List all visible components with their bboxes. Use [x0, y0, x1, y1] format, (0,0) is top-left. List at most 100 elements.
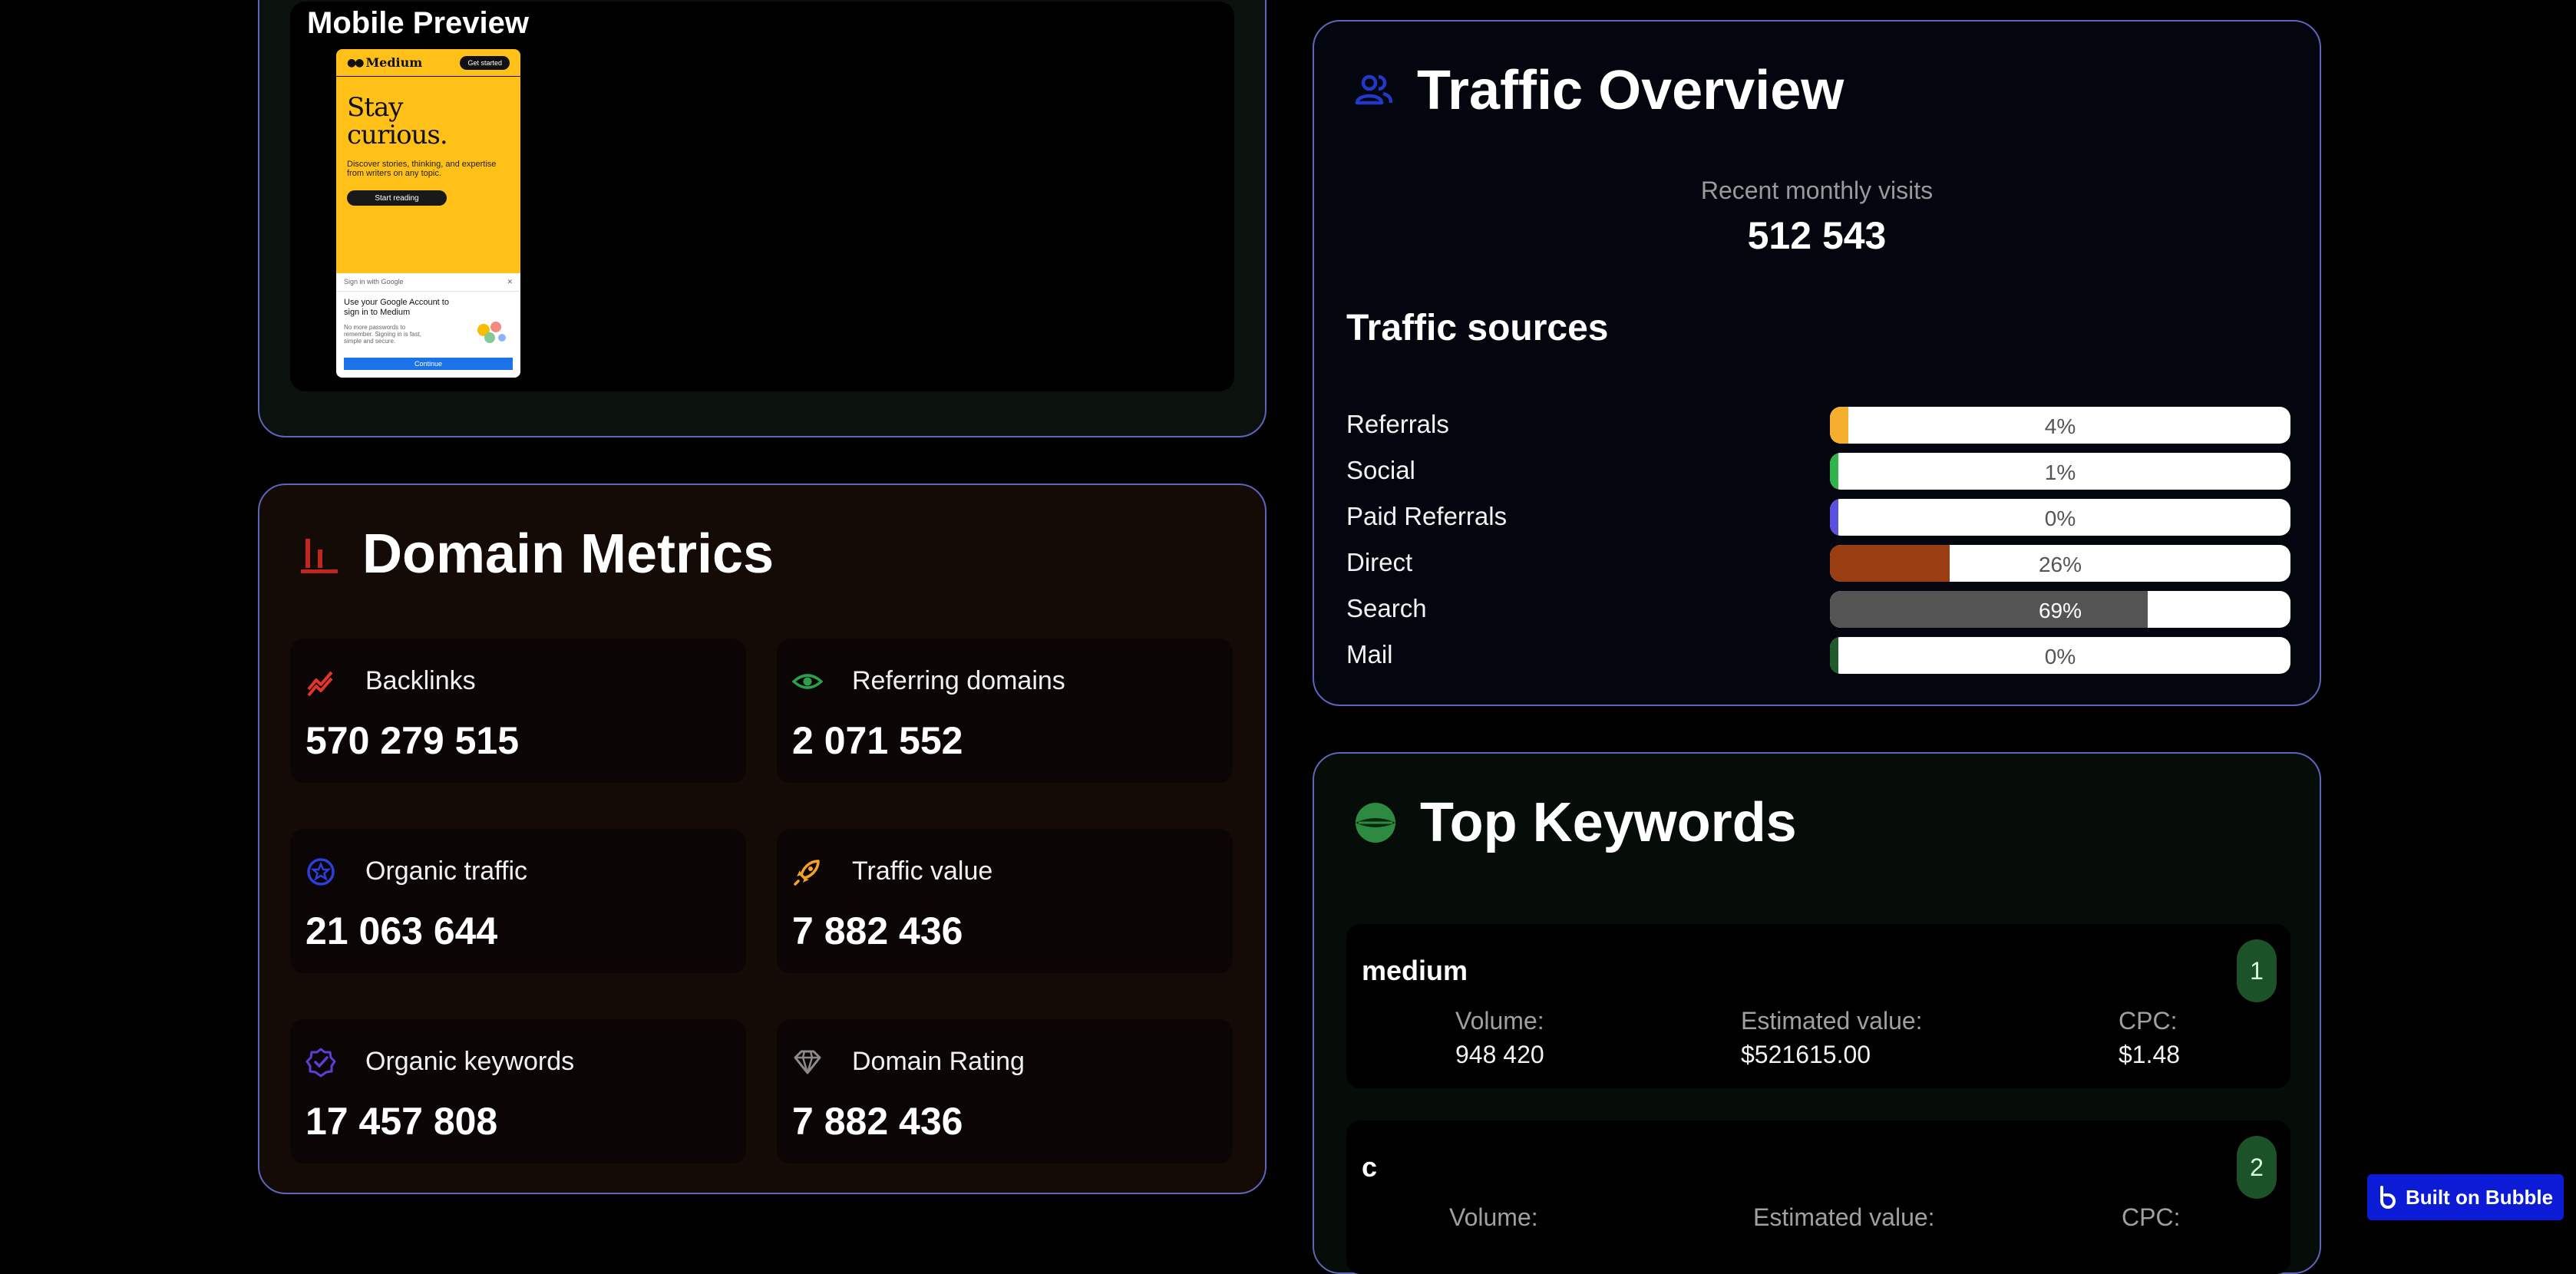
keyword-estimated-value-value: $521615.00	[1741, 1041, 1871, 1068]
keyword-cpc-label: CPC:	[2122, 1203, 2181, 1231]
medium-logo-text: Medium	[365, 55, 423, 70]
source-name: Search	[1346, 594, 1427, 622]
metric-label: Traffic value	[852, 856, 993, 886]
medium-logo: ●● Medium	[347, 55, 422, 70]
keyword-card: c 2 Volume: Estimated value: CPC:	[1346, 1121, 2290, 1274]
traffic-overview-header: Traffic Overview	[1352, 52, 1844, 129]
keyword-rank-badge: 2	[2237, 1136, 2277, 1199]
source-progress-fill	[1830, 453, 1838, 490]
metric-traffic-value: Traffic value 7 882 436	[777, 829, 1233, 973]
keyword-name: medium	[1362, 955, 1468, 986]
source-name: Referrals	[1346, 410, 1449, 438]
metric-label: Referring domains	[852, 666, 1065, 695]
get-started-button: Get started	[460, 55, 510, 70]
start-reading-button: Start reading	[347, 190, 447, 206]
users-icon	[1355, 74, 1393, 105]
keyword-volume: Volume: 948 420	[1455, 1004, 1544, 1071]
close-icon: ✕	[507, 278, 513, 285]
phone-header: ●● Medium Get started	[336, 49, 520, 77]
phone-headline: Stay curious.	[336, 77, 520, 149]
source-progress-bar: 0%	[1830, 499, 2290, 536]
source-progress-fill	[1830, 499, 1838, 536]
metric-organic-traffic: Organic traffic 21 063 644	[290, 829, 746, 973]
keyword-volume-label: Volume:	[1455, 1007, 1544, 1035]
source-progress-fill	[1830, 545, 1950, 582]
traffic-overview-title: Traffic Overview	[1417, 60, 1844, 121]
source-progress-bar: 69%	[1830, 591, 2290, 628]
metric-organic-keywords: Organic keywords 17 457 808	[290, 1019, 746, 1163]
keyword-cpc: CPC: $1.48	[2119, 1004, 2180, 1071]
source-row-direct: Direct 26%	[1346, 545, 2290, 585]
keyword-estimated-value: Estimated value: $521615.00	[1741, 1004, 1923, 1071]
verified-badge-icon	[305, 1048, 336, 1078]
google-signin-header: Sign in with Google ✕	[336, 273, 520, 292]
metric-referring-domains: Referring domains 2 071 552	[777, 639, 1233, 783]
monthly-visits-label: Recent monthly visits	[1700, 177, 1934, 204]
keyword-volume-value: 948 420	[1455, 1041, 1544, 1068]
metric-value: 2 071 552	[792, 719, 963, 762]
mobile-preview-screenshot: ●● Medium Get started Stay curious. Disco…	[336, 49, 520, 378]
keyword-name: c	[1362, 1151, 1378, 1183]
built-on-bubble-label: Built on Bubble	[2405, 1185, 2554, 1209]
keyword-card: medium 1 Volume: 948 420 Estimated value…	[1346, 924, 2290, 1088]
source-progress-fill	[1830, 591, 2148, 628]
metric-value: 570 279 515	[305, 719, 520, 762]
keyword-estimated-value-label: Estimated value:	[1741, 1007, 1923, 1035]
source-progress-bar: 26%	[1830, 545, 2290, 582]
source-name: Mail	[1346, 640, 1393, 668]
source-percent: 26%	[2038, 553, 2082, 576]
keyword-volume-label: Volume:	[1449, 1203, 1538, 1231]
source-percent: 4%	[2044, 414, 2076, 438]
keyword-cpc-value: $1.48	[2119, 1041, 2181, 1068]
metric-label: Organic traffic	[365, 856, 528, 886]
mobile-preview-card: ●● Medium Get started Stay curious. Disco…	[258, 0, 1267, 437]
google-signin-title: Use your Google Account to sign in to Me…	[344, 298, 449, 317]
source-name: Social	[1346, 456, 1415, 484]
metric-label: Backlinks	[365, 666, 476, 695]
built-on-bubble-badge[interactable]: Built on Bubble	[2367, 1174, 2564, 1220]
source-row-paid-referrals: Paid Referrals 0%	[1346, 499, 2290, 539]
source-row-referrals: Referrals 4%	[1346, 407, 2290, 447]
metric-value: 7 882 436	[792, 909, 963, 952]
top-keywords-header: Top Keywords	[1352, 784, 1797, 861]
phone-headline-line-1: Stay	[347, 92, 403, 123]
metric-label: Organic keywords	[365, 1047, 575, 1076]
source-progress-fill	[1830, 637, 1838, 674]
top-keywords-title: Top Keywords	[1420, 792, 1797, 853]
source-percent: 1%	[2044, 460, 2076, 484]
domain-metrics-card: Domain Metrics Backlinks 570 279 515 Ref…	[258, 484, 1267, 1194]
source-progress-fill	[1830, 407, 1848, 444]
source-percent: 69%	[2038, 599, 2082, 622]
google-signin-header-text: Sign in with Google	[344, 278, 404, 285]
source-name: Direct	[1346, 548, 1413, 576]
source-row-mail: Mail 0%	[1346, 637, 2290, 677]
traffic-overview-card: Traffic Overview Recent monthly visits 5…	[1313, 20, 2321, 706]
top-keywords-card: Top Keywords medium 1 Volume: 948 420 Es…	[1313, 752, 2321, 1274]
metric-value: 17 457 808	[305, 1100, 498, 1143]
keyword-cpc-label: CPC:	[2119, 1007, 2178, 1035]
diamond-icon	[794, 1050, 821, 1074]
trend-up-icon	[307, 671, 333, 697]
source-percent: 0%	[2044, 645, 2076, 668]
google-signin-text: No more passwords to remember. Signing i…	[344, 324, 421, 345]
domain-metrics-header: Domain Metrics	[298, 516, 774, 592]
mobile-preview-title: Mobile Preview	[307, 6, 529, 40]
traffic-sources-title: Traffic sources	[1346, 308, 1609, 348]
keyword-rank-badge: 1	[2237, 939, 2277, 1002]
phone-headline-line-2: curious.	[347, 120, 448, 150]
source-progress-bar: 0%	[1830, 637, 2290, 674]
metric-value: 21 063 644	[305, 909, 498, 952]
phone-subtext: Discover stories, thinking, and expertis…	[347, 160, 497, 178]
source-row-search: Search 69%	[1346, 591, 2290, 631]
rocket-icon	[794, 860, 820, 886]
eye-icon	[791, 674, 824, 689]
google-signin-sheet: Sign in with Google ✕ Use your Google Ac…	[336, 273, 520, 378]
metric-label: Domain Rating	[852, 1047, 1025, 1076]
keyword-estimated-value: Estimated value:	[1753, 1200, 1935, 1234]
keyword-estimated-value-label: Estimated value:	[1753, 1203, 1935, 1231]
keyword-cpc: CPC:	[2122, 1200, 2180, 1234]
monthly-visits-value: 512 543	[1747, 214, 1887, 257]
metric-domain-rating: Domain Rating 7 882 436	[777, 1019, 1233, 1163]
source-progress-bar: 1%	[1830, 453, 2290, 490]
source-name: Paid Referrals	[1346, 502, 1508, 530]
